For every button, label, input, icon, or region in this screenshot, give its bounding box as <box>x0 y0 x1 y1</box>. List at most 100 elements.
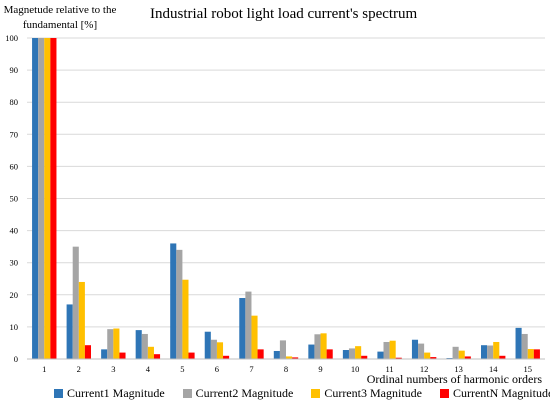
bar-current3-8 <box>286 356 293 359</box>
bar-currentn-2 <box>84 345 91 359</box>
y-axis-label: Magnetude relative to the fundamental [%… <box>3 4 117 31</box>
x-tick-label: 12 <box>420 364 429 374</box>
bar-current2-3 <box>107 329 114 359</box>
bar-current2-10 <box>348 348 356 359</box>
y-tick-label: 0 <box>14 354 18 364</box>
bar-current1-4 <box>135 330 142 359</box>
x-tick-label: 2 <box>77 364 81 374</box>
x-tick-label: 13 <box>454 364 463 374</box>
y-tick-label: 80 <box>10 97 19 107</box>
legend-item-current1: Current1 Magnitude <box>54 386 165 401</box>
legend-label-current2: Current2 Magnitude <box>195 386 294 400</box>
bar-current3-11 <box>389 340 396 359</box>
bar-current1-8 <box>273 350 280 359</box>
bar-current2-12 <box>418 343 425 359</box>
bar-current1-6 <box>204 331 211 359</box>
bar-current2-9 <box>314 334 321 359</box>
x-tick-label: 10 <box>351 364 360 374</box>
bar-current3-3 <box>113 328 120 359</box>
bar-currentn-11 <box>395 357 402 359</box>
legend-item-current3: Current3 Magnitude <box>311 386 422 401</box>
bar-current2-1 <box>38 38 45 359</box>
x-tick-label: 5 <box>180 364 184 374</box>
bar-current3-4 <box>147 346 154 359</box>
bar-current3-10 <box>355 346 362 359</box>
bar-currentn-15 <box>533 349 540 359</box>
bar-current3-13 <box>458 350 465 359</box>
y-tick-label: 50 <box>10 194 19 204</box>
legend-label-currentn: CurrentN Magnitude <box>452 386 550 400</box>
bar-currentn-14 <box>499 355 506 359</box>
y-tick-label: 20 <box>10 290 19 300</box>
legend-label-current3: Current3 Magnitude <box>324 386 422 400</box>
bar-current3-2 <box>78 281 85 359</box>
legend-swatch-currentn <box>439 389 449 398</box>
bar-current2-11 <box>383 341 390 359</box>
bar-current3-5 <box>182 279 189 359</box>
y-tick-label: 70 <box>10 129 19 139</box>
bar-current2-8 <box>279 340 286 359</box>
legend-swatch-current1 <box>54 389 63 398</box>
bar-current1-12 <box>411 339 419 359</box>
bar-current3-6 <box>216 342 224 359</box>
chart-title: Industrial robot light load current's sp… <box>150 6 418 22</box>
y-tick-label: 40 <box>10 226 19 236</box>
bar-currentn-6 <box>223 355 230 359</box>
x-tick-label: 4 <box>146 364 151 374</box>
bar-current3-12 <box>424 352 431 359</box>
bar-current2-4 <box>141 333 148 359</box>
legend-label-current1: Current1 Magnitude <box>67 386 165 400</box>
bar-current3-14 <box>493 341 500 359</box>
bar-currentn-1 <box>50 38 57 359</box>
bar-current1-3 <box>101 349 108 359</box>
bar-current3-7 <box>251 315 258 359</box>
bar-current2-6 <box>210 339 217 359</box>
x-tick-label: 3 <box>111 364 115 374</box>
bar-current1-7 <box>239 298 246 359</box>
bar-current3-15 <box>527 349 534 359</box>
x-tick-label: 15 <box>523 364 532 374</box>
x-tick-label: 6 <box>215 364 219 374</box>
y-tick-labels: 0 10 20 30 40 50 60 70 80 90 100 <box>5 33 18 364</box>
x-tick-label: 7 <box>249 364 253 374</box>
bar-current1-9 <box>308 344 315 359</box>
legend-swatch-current3 <box>311 389 321 398</box>
legend-swatch-current2 <box>182 389 192 398</box>
legend: Current1 Magnitude Current2 Magnitude Cu… <box>54 386 550 401</box>
x-tick-label: 8 <box>284 364 288 374</box>
bar-current2-13 <box>452 346 459 359</box>
bar-current1-1 <box>32 38 39 359</box>
x-axis-label: Ordinal numbers of harmonic orders <box>366 372 542 386</box>
x-tick-label: 11 <box>386 364 394 374</box>
x-tick-label: 14 <box>489 364 498 374</box>
x-tick-labels: 1 2 3 4 5 6 7 8 9 10 11 12 13 14 15 <box>42 364 532 374</box>
bars <box>32 38 540 359</box>
bar-current1-14 <box>481 345 488 359</box>
bar-currentn-9 <box>326 349 333 359</box>
bar-currentn-4 <box>153 354 161 359</box>
bar-currentn-5 <box>188 352 195 359</box>
y-tick-label: 10 <box>10 322 19 332</box>
x-tick-label: 1 <box>42 364 46 374</box>
y-tick-label: 100 <box>5 33 18 43</box>
bar-current1-5 <box>170 243 177 359</box>
bar-current2-15 <box>521 333 528 359</box>
bar-currentn-13 <box>464 356 471 359</box>
bar-currentn-7 <box>257 349 264 359</box>
bar-currentn-8 <box>292 357 299 359</box>
y-tick-label: 90 <box>10 65 19 75</box>
bar-currentn-10 <box>361 355 368 359</box>
bar-current1-10 <box>342 350 349 359</box>
bar-currentn-3 <box>119 352 126 359</box>
bar-currentn-12 <box>430 357 437 359</box>
bar-current2-14 <box>487 345 494 359</box>
bar-current1-15 <box>515 327 522 359</box>
bar-current2-7 <box>245 291 252 359</box>
bar-current2-2 <box>72 246 79 359</box>
legend-item-current2: Current2 Magnitude <box>182 386 294 401</box>
bar-current2-5 <box>176 249 183 359</box>
gridlines <box>27 37 545 328</box>
x-tick-label: 9 <box>318 364 322 374</box>
y-tick-label: 30 <box>10 258 19 268</box>
